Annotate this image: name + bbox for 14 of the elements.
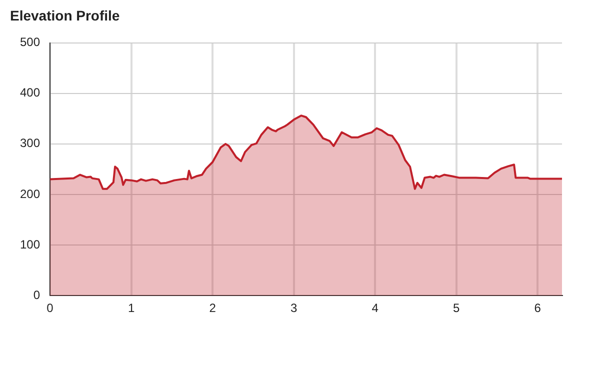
- y-tick-label: 100: [20, 237, 40, 252]
- chart-title: Elevation Profile: [10, 7, 120, 24]
- x-tick-label: 6: [534, 301, 542, 316]
- x-tick-label: 0: [46, 301, 54, 316]
- x-tick-label: 5: [453, 301, 460, 316]
- y-tick-label: 300: [20, 136, 40, 150]
- x-tick-label: 1: [128, 301, 135, 316]
- x-tick-label: 2: [209, 301, 216, 316]
- x-tick-label: 4: [372, 301, 379, 316]
- y-tick-label: 200: [20, 186, 40, 201]
- y-tick-label: 0: [33, 288, 40, 302]
- x-tick-label: 3: [290, 301, 298, 316]
- y-tick-label: 500: [20, 35, 40, 50]
- y-tick-label: 400: [20, 86, 40, 100]
